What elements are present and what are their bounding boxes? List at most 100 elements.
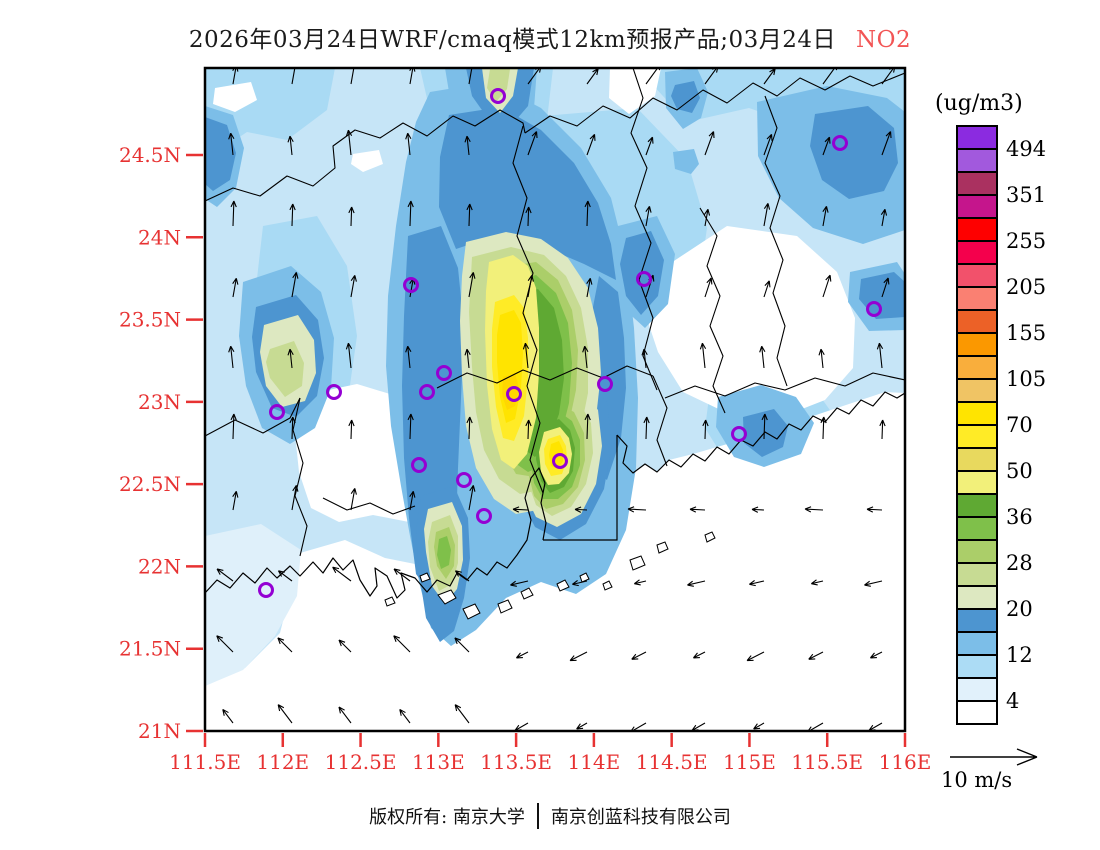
wind-arrow	[228, 345, 235, 369]
wind-arrow	[522, 342, 530, 369]
wind-arrow	[702, 419, 709, 440]
wind-arrow	[345, 342, 353, 369]
lat-tick-label: 22N	[138, 554, 181, 578]
wind-arrow	[645, 136, 654, 156]
island-outline	[704, 531, 716, 543]
lat-tick-label: 22.5N	[119, 472, 181, 496]
wind-arrow	[692, 651, 706, 659]
wind-arrow	[287, 348, 294, 369]
colorbar-cell	[956, 447, 998, 472]
wind-arrow	[576, 722, 588, 730]
colorbar-cell	[956, 562, 998, 587]
footer-divider	[536, 803, 539, 829]
wind-arrow	[464, 135, 471, 156]
wind-arrow	[586, 133, 596, 156]
wind-arrow	[810, 579, 824, 586]
contour-fill	[810, 106, 898, 199]
wind-arrow	[525, 419, 532, 440]
wind-arrow	[464, 348, 471, 369]
lat-tick-label: 23N	[138, 390, 181, 414]
wind-arrow	[627, 506, 647, 513]
station-marker	[490, 88, 506, 104]
colorbar-cell	[956, 171, 998, 196]
colorbar-tick-label: 105	[1006, 367, 1046, 391]
colorbar-tick-label: 494	[1006, 137, 1046, 161]
wind-arrow	[454, 570, 470, 582]
wind-arrow	[289, 416, 296, 440]
wind-arrow	[687, 580, 706, 587]
wind-arrow	[405, 345, 412, 369]
wind-arrow	[468, 68, 473, 85]
wind-arrow	[820, 416, 827, 440]
contour-fill	[205, 117, 236, 191]
colorbar-cell	[956, 125, 998, 150]
wind-arrow	[881, 277, 890, 298]
province-border	[699, 207, 726, 414]
lon-tick-label: 113.5E	[480, 750, 552, 774]
wind-arrow	[704, 131, 715, 156]
island-outline	[556, 579, 570, 592]
colorbar-tick-label: 36	[1006, 505, 1033, 529]
wind-arrow	[866, 506, 883, 513]
island-outline	[602, 580, 613, 591]
colorbar-tick-label: 50	[1006, 459, 1033, 483]
colorbar-cell	[956, 263, 998, 288]
wind-arrow	[222, 708, 234, 724]
wind-arrow	[348, 206, 355, 227]
wind-arrow	[350, 275, 357, 298]
wind-arrow	[703, 208, 711, 227]
island-outline	[579, 572, 590, 583]
province-border	[764, 95, 788, 387]
colorbar-cell	[956, 677, 998, 702]
island-outline	[497, 599, 513, 614]
wind-arrow	[584, 413, 591, 440]
province-border	[630, 68, 658, 391]
wind-arrow	[822, 205, 829, 227]
contour-fill	[205, 524, 301, 686]
province-border	[205, 109, 526, 202]
wind-arrow	[232, 277, 239, 298]
wind-arrow	[689, 506, 706, 513]
lat-tick-label: 23.5N	[119, 308, 181, 332]
wind-arrow	[291, 68, 296, 85]
colorbar-cell	[956, 194, 998, 219]
wind-arrow	[763, 203, 771, 227]
colorbar-tick-label: 205	[1006, 275, 1046, 299]
colorbar-cell	[956, 286, 998, 311]
wind-arrow	[804, 506, 824, 513]
wind-arrow	[822, 136, 831, 156]
province-border	[292, 397, 308, 557]
wind-arrow	[291, 485, 299, 511]
wind-arrow	[338, 639, 352, 653]
wind-arrow	[759, 345, 766, 369]
wind-arrow	[880, 208, 888, 227]
colorbar-tick-label: 12	[1006, 643, 1033, 667]
wind-legend-label: 10 m/s	[941, 768, 1012, 792]
lon-tick-label: 113E	[412, 750, 465, 774]
contour-fill	[351, 150, 383, 172]
station-marker	[552, 453, 568, 469]
wind-arrow	[572, 580, 588, 587]
station-marker	[411, 457, 427, 473]
wind-arrow	[466, 416, 473, 440]
wind-arrow	[631, 651, 647, 660]
colorbar-tick-label: 351	[1006, 183, 1046, 207]
wind-arrow	[749, 580, 765, 587]
wind-arrow	[287, 135, 294, 156]
wind-legend: 10 m/s	[941, 748, 1038, 792]
coastline	[616, 391, 905, 474]
wind-arrow	[466, 203, 473, 227]
island-outline	[629, 555, 646, 571]
colorbar-cell	[956, 217, 998, 242]
wind-arrow	[289, 203, 296, 227]
station-marker	[506, 386, 522, 402]
island-outline	[384, 596, 396, 607]
wind-arrow	[879, 419, 886, 440]
island-outline	[656, 541, 669, 554]
colorbar-tick-label: 4	[1006, 689, 1019, 713]
wind-arrow	[512, 506, 529, 513]
wind-arrow	[393, 568, 411, 582]
station-marker	[731, 426, 747, 442]
colorbar-cell	[956, 585, 998, 610]
wind-arrow	[338, 706, 352, 724]
